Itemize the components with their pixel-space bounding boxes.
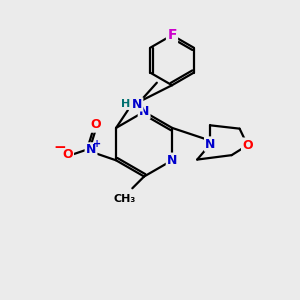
Text: F: F [167, 28, 177, 42]
Text: N: N [132, 98, 143, 111]
Text: N: N [86, 143, 96, 157]
Text: N: N [167, 154, 177, 167]
Text: O: O [62, 148, 73, 161]
Text: H: H [121, 99, 130, 110]
Text: CH₃: CH₃ [114, 194, 136, 204]
Text: O: O [242, 139, 253, 152]
Text: N: N [205, 138, 216, 151]
Text: +: + [93, 139, 102, 148]
Text: −: − [54, 140, 67, 154]
Text: N: N [139, 105, 149, 118]
Text: O: O [90, 118, 101, 131]
